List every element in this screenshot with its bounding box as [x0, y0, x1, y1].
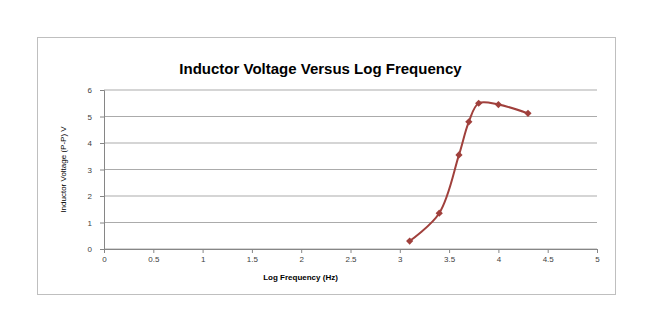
tick-mark [100, 249, 104, 250]
tick-label: 0.5 [148, 255, 160, 264]
series-line [410, 102, 528, 241]
axis-line [105, 250, 598, 254]
tick-label: 5 [595, 255, 600, 264]
tick-label: 3.5 [444, 255, 456, 264]
tick-label: 1.5 [247, 255, 259, 264]
tick: 3 [398, 249, 403, 264]
tick-mark [203, 249, 204, 253]
tick-mark [498, 249, 499, 253]
title: Inductor Voltage Versus Log Frequency [179, 60, 462, 77]
tick-mark [351, 249, 352, 253]
grid-line [104, 196, 597, 197]
y-axis: 0 1 2 3 4 5 6 [88, 86, 105, 254]
tick: 6 [88, 86, 104, 95]
grid-line [104, 116, 597, 117]
tick: 4.5 [543, 249, 555, 264]
grid [104, 90, 597, 249]
tick: 2 [299, 249, 304, 264]
chart-border [38, 38, 616, 295]
tick: 1 [201, 249, 206, 264]
tick-label: 0 [88, 245, 93, 254]
chart: 0 0.5 1 1.5 2 2.5 3 3.5 4 4.5 5 0 1 2 3 4 5 6 Inductor Vol… [0, 0, 649, 311]
grid-line [104, 169, 597, 170]
tick-label: 2.5 [345, 255, 357, 264]
tick-mark [400, 249, 401, 253]
tick: 0 [88, 245, 104, 254]
tick-mark [548, 249, 549, 253]
tick-label: 5 [88, 113, 93, 122]
tick: 0.5 [148, 249, 160, 264]
tick: 4 [88, 139, 104, 148]
tick: 2 [88, 192, 104, 201]
tick-mark [100, 90, 104, 91]
tick-label: 3 [398, 255, 403, 264]
tick-mark [100, 170, 104, 171]
marker [455, 151, 462, 158]
tick-label: 1 [201, 255, 206, 264]
y-axis-label: Inductor Voltage (P-P) V [59, 126, 68, 213]
tick-label: 2 [88, 192, 93, 201]
tick-label: 4 [88, 139, 93, 148]
marker [495, 101, 502, 108]
series [406, 100, 532, 245]
marker [406, 237, 413, 244]
grid-line [104, 143, 597, 144]
tick-mark [252, 249, 253, 253]
marker [436, 210, 443, 217]
tick-mark [153, 249, 154, 253]
tick-label: 1 [88, 219, 93, 228]
tick: 1.5 [247, 249, 259, 264]
tick-mark [100, 117, 104, 118]
tick-label: 6 [88, 86, 93, 95]
grid-line [104, 90, 597, 91]
tick-mark [301, 249, 302, 253]
tick-label: 2 [299, 255, 304, 264]
tick: 2.5 [345, 249, 357, 264]
tick-mark [100, 143, 104, 144]
tick: 3.5 [444, 249, 456, 264]
tick: 0 [102, 249, 107, 264]
grid-line [104, 222, 597, 223]
marker [465, 118, 472, 125]
x-axis: 0 0.5 1 1.5 2 2.5 3 3.5 4 4.5 5 [102, 249, 600, 264]
tick: 4 [497, 249, 502, 264]
tick-mark [449, 249, 450, 253]
tick: 3 [88, 166, 104, 175]
tick: 5 [88, 113, 104, 122]
tick-label: 0 [102, 255, 107, 264]
tick-mark [597, 249, 598, 253]
tick-label: 3 [88, 166, 93, 175]
marker [524, 110, 531, 117]
plot: 0 0.5 1 1.5 2 2.5 3 3.5 4 4.5 5 0 1 2 3 4 5 6 [88, 86, 601, 264]
axis-line [100, 91, 105, 250]
tick-mark [100, 223, 104, 224]
tick: 5 [595, 249, 600, 264]
tick-mark [100, 196, 104, 197]
tick: 1 [88, 219, 104, 228]
tick-label: 4 [497, 255, 502, 264]
x-axis-label: Log Frequency (Hz) [263, 273, 338, 282]
marker [475, 100, 482, 107]
tick-label: 4.5 [543, 255, 555, 264]
